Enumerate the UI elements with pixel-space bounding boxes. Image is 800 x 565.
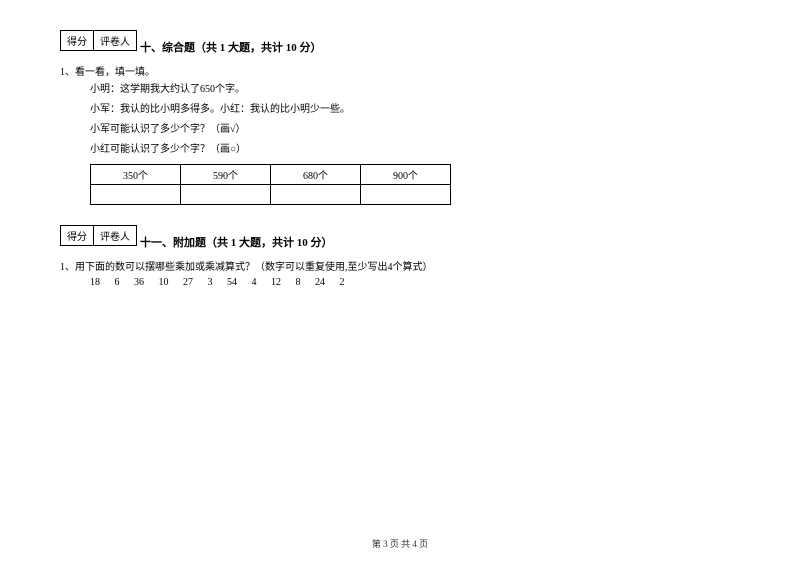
score-box-10: 得分 评卷人 [60,30,137,51]
numbers-list: 18 6 36 10 27 3 54 4 12 8 24 2 [90,277,740,288]
question-11-1: 1、用下面的数可以摆哪些乘加或乘减算式？（数字可以重复使用,至少写出4个算式） [60,258,740,273]
question-line-2: 小军：我认的比小明多得多。小红：我认的比小明少一些。 [90,102,740,118]
question-line-4: 小红可能认识了多少个字？（画○） [90,142,740,158]
grader-label: 评卷人 [94,31,136,50]
question-line-1: 小明：这学期我大约认了650个字。 [90,82,740,98]
table-cell: 900个 [361,165,451,185]
table-cell: 590个 [181,165,271,185]
section-11-title: 十一、附加题（共 1 大题，共计 10 分） [140,234,740,250]
table-row: 350个 590个 680个 900个 [91,165,451,185]
table-cell: 680个 [271,165,361,185]
table-cell: 350个 [91,165,181,185]
page-footer: 第 3 页 共 4 页 [0,537,800,550]
question-10-1: 1、看一看，填一填。 [60,63,740,78]
answer-table: 350个 590个 680个 900个 [90,164,451,205]
table-cell-empty [361,185,451,205]
score-label: 得分 [61,31,94,50]
table-cell-empty [91,185,181,205]
table-row [91,185,451,205]
table-cell-empty [181,185,271,205]
table-cell-empty [271,185,361,205]
score-box-11: 得分 评卷人 [60,225,137,246]
question-line-3: 小军可能认识了多少个字？（画√） [90,122,740,138]
section-10: 得分 评卷人 十、综合题（共 1 大题，共计 10 分） 1、看一看，填一填。 … [60,30,740,205]
section-10-title: 十、综合题（共 1 大题，共计 10 分） [140,39,740,55]
grader-label: 评卷人 [94,226,136,245]
section-11: 得分 评卷人 十一、附加题（共 1 大题，共计 10 分） 1、用下面的数可以摆… [60,225,740,288]
score-label: 得分 [61,226,94,245]
